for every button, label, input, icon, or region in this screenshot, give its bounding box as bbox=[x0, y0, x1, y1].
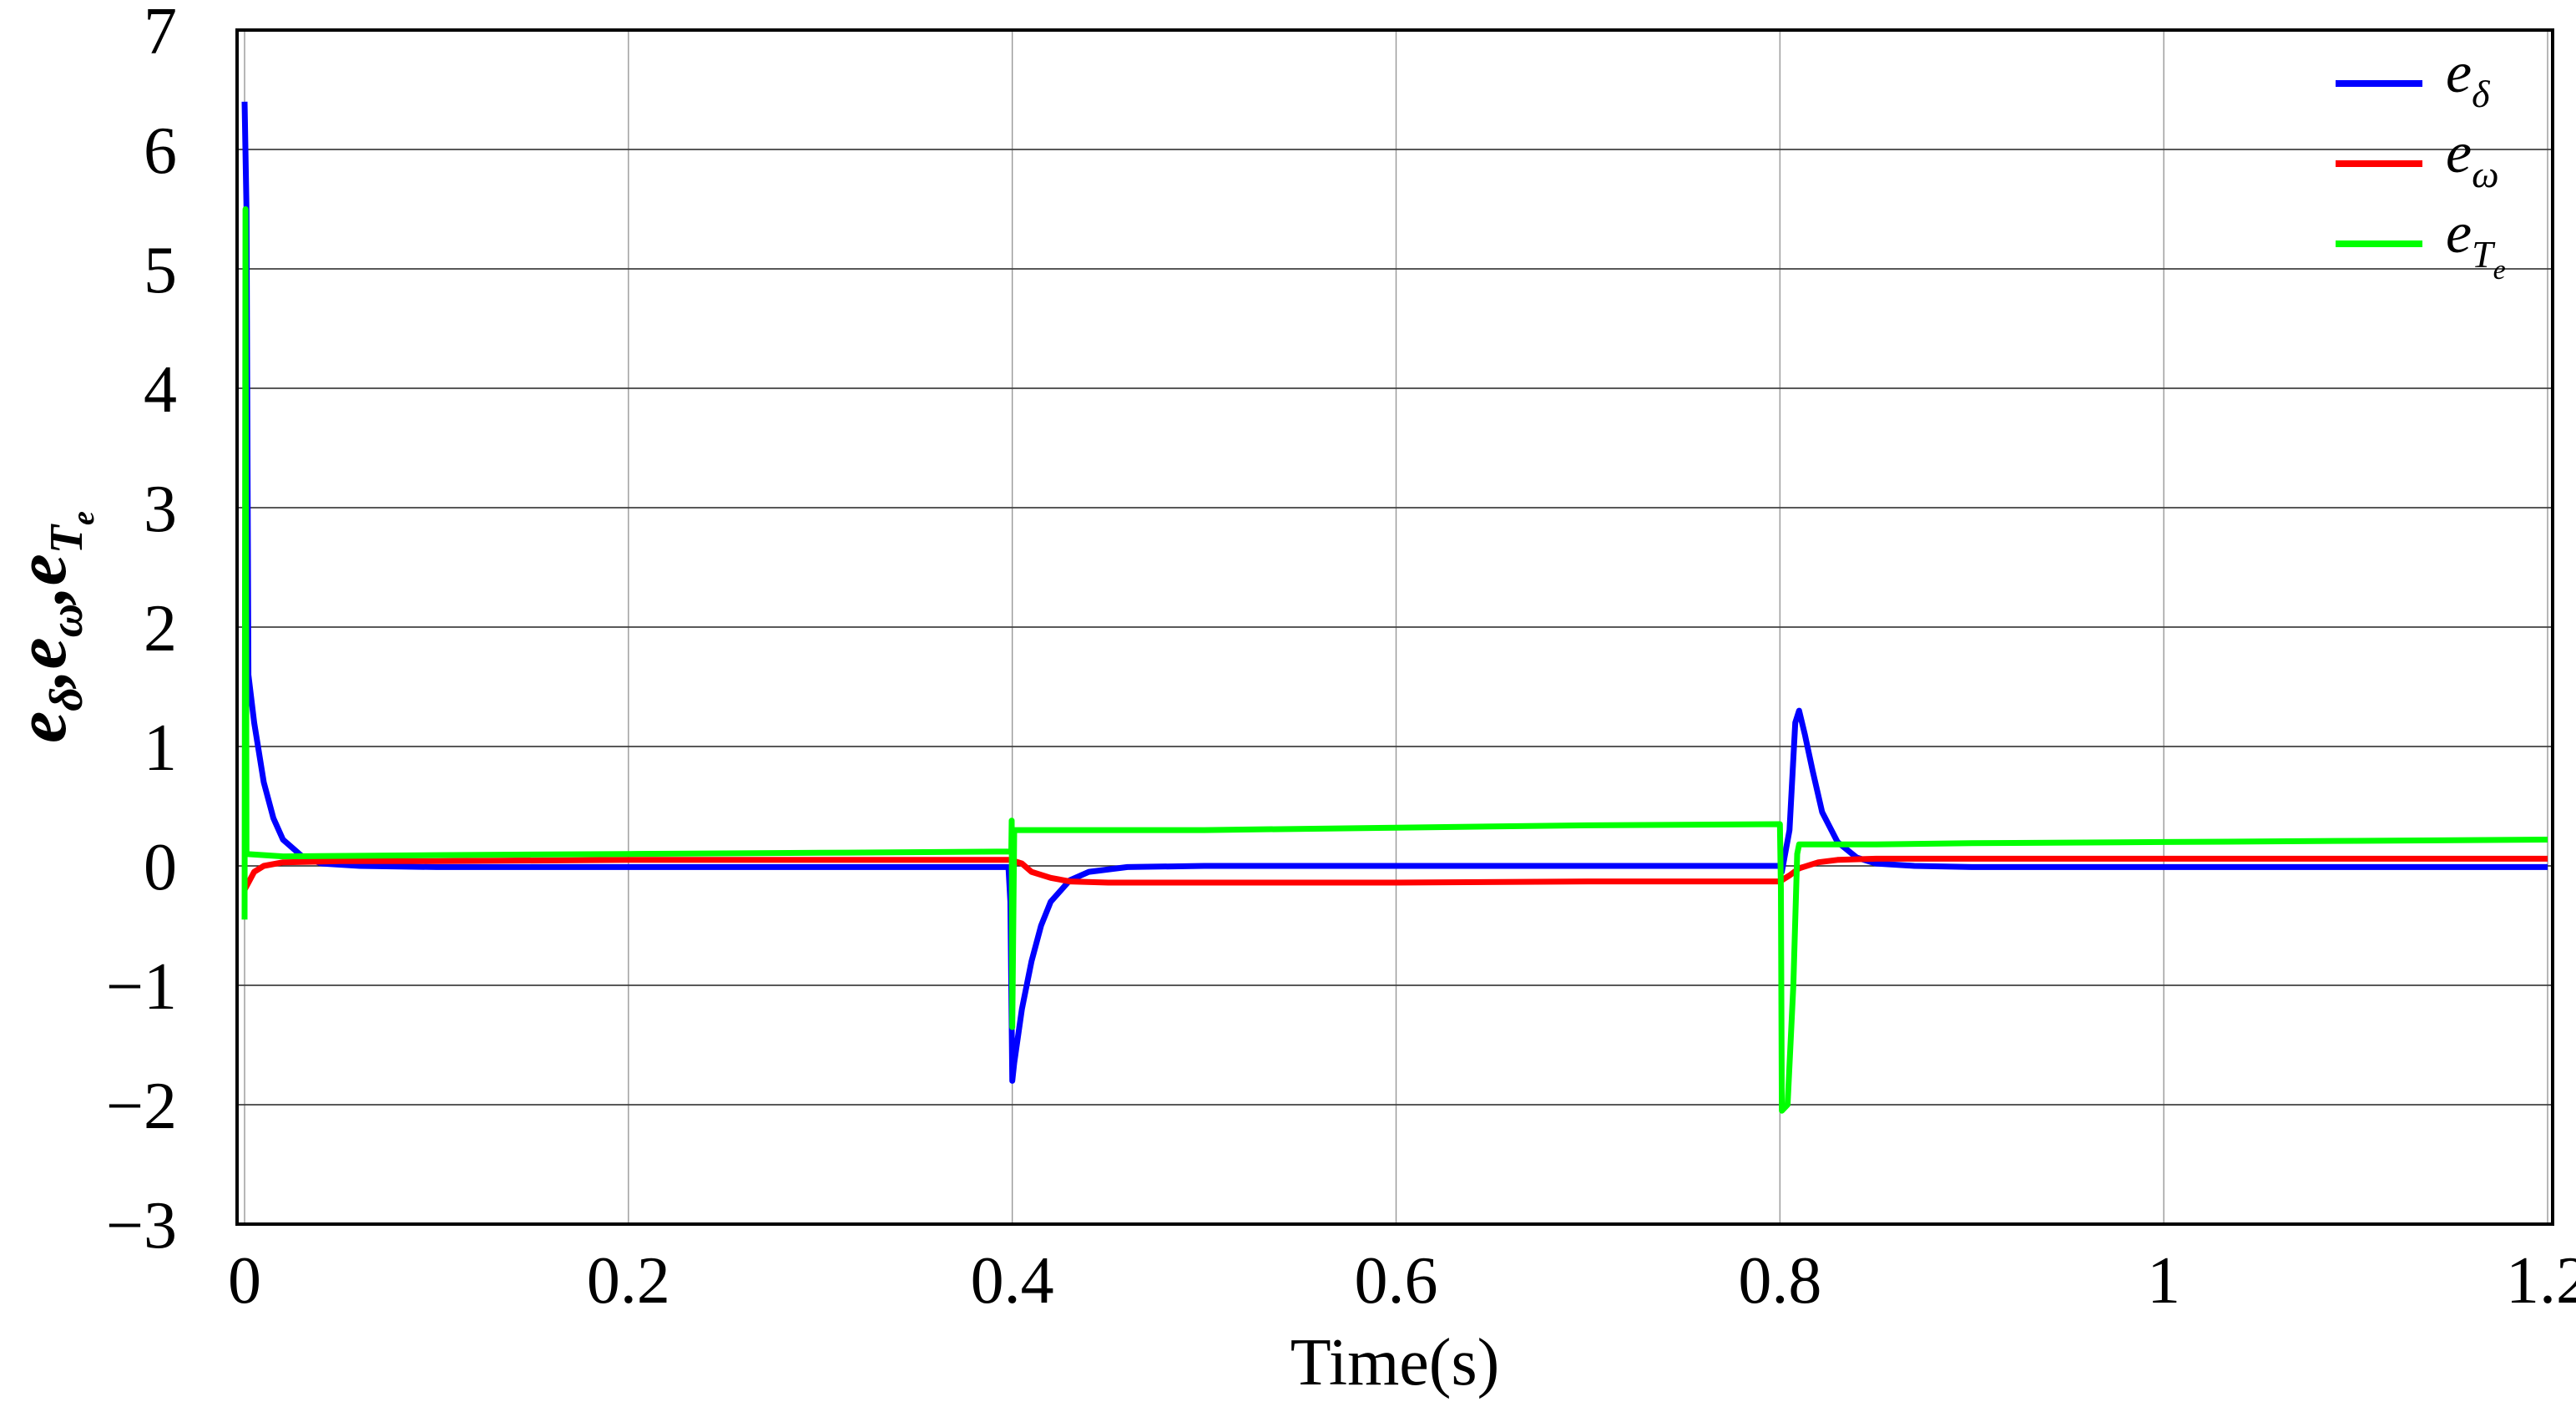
y-tick-label: 1 bbox=[144, 711, 177, 785]
x-tick-label: 0 bbox=[228, 1244, 261, 1318]
y-tick-label: 2 bbox=[144, 592, 177, 666]
y-tick-label: 7 bbox=[144, 0, 177, 68]
y-tick-label: 0 bbox=[144, 831, 177, 904]
x-tick-label: 1.2 bbox=[2506, 1244, 2576, 1318]
x-tick-label: 1 bbox=[2147, 1244, 2180, 1318]
y-tick-label: 6 bbox=[144, 114, 177, 188]
x-tick-labels: 0 0.2 0.4 0.6 0.8 1 1.2 bbox=[228, 1244, 2576, 1318]
y-tick-label: −2 bbox=[106, 1070, 177, 1143]
y-axis-label: eδ,eω,eTe bbox=[1, 511, 101, 743]
y-tick-label: 5 bbox=[144, 234, 177, 307]
plot-frame bbox=[235, 28, 2554, 1226]
x-tick-label: 0.8 bbox=[1738, 1244, 1821, 1318]
y-tick-label: −3 bbox=[106, 1189, 177, 1263]
y-tick-label: 3 bbox=[144, 473, 177, 546]
y-tick-label: 4 bbox=[144, 353, 177, 427]
x-tick-label: 0.6 bbox=[1355, 1244, 1438, 1318]
legend-label: eδ bbox=[2446, 41, 2490, 115]
y-axis-label-text: eδ,eω,eTe bbox=[1, 511, 101, 743]
series-lines bbox=[241, 101, 2548, 1114]
y-tick-label: −1 bbox=[106, 950, 177, 1024]
legend-label: eTe bbox=[2446, 201, 2506, 286]
y-tick-labels: −3 −2 −1 0 1 2 3 4 5 6 7 bbox=[106, 0, 177, 1263]
series-line-3 bbox=[241, 206, 2548, 1114]
x-tick-label: 0.2 bbox=[587, 1244, 670, 1318]
series-line-2 bbox=[241, 855, 2548, 892]
x-tick-label: 0.4 bbox=[971, 1244, 1054, 1318]
x-axis-label: Time(s) bbox=[1291, 1326, 1499, 1399]
legend-label: eω bbox=[2446, 121, 2499, 195]
